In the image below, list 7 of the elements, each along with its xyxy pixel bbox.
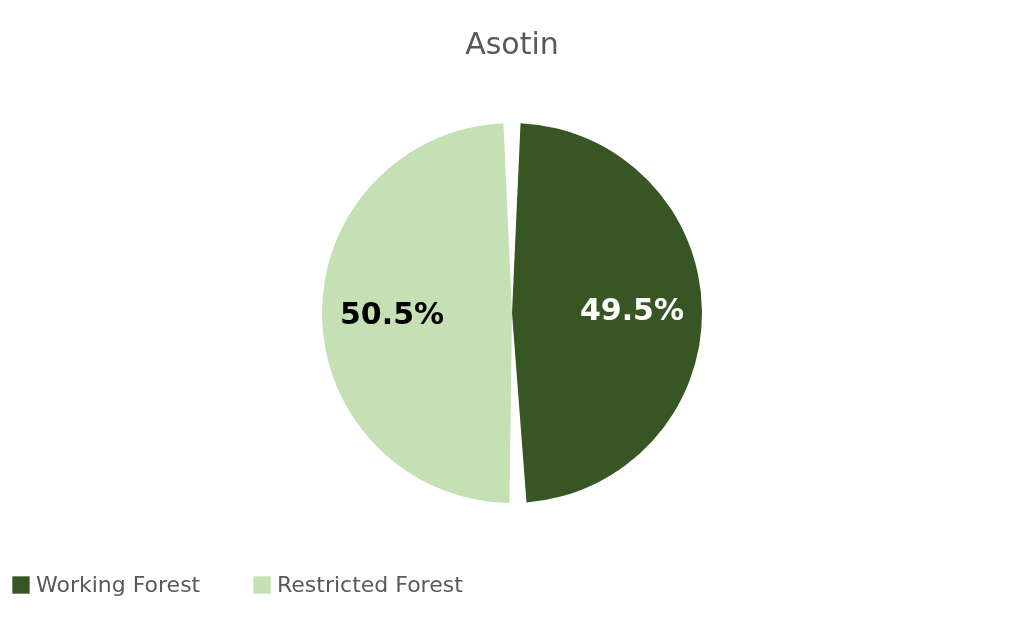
pie-slice — [512, 123, 702, 503]
chart-title: Asotin — [465, 26, 559, 61]
legend-label: Restricted Forest — [277, 572, 464, 597]
data-label: 49.5% — [579, 292, 685, 328]
legend-label: Working Forest — [36, 572, 201, 597]
data-label: 50.5% — [339, 295, 445, 331]
pie-slice — [322, 123, 512, 503]
